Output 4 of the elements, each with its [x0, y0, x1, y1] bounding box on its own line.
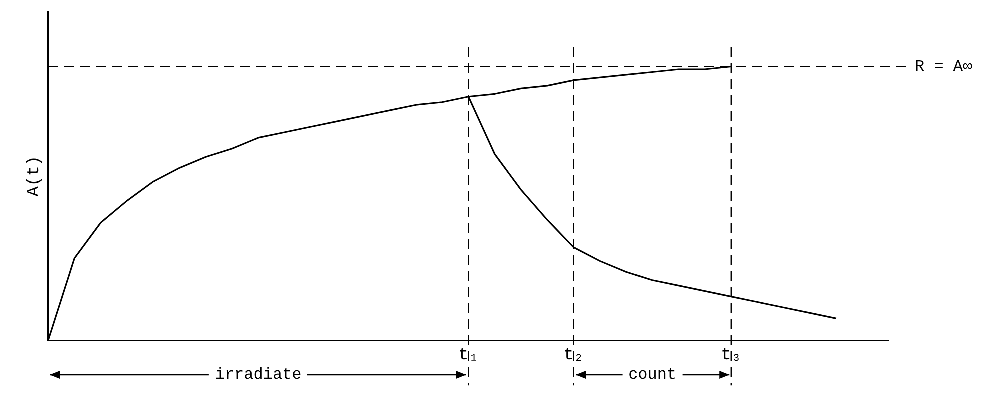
- text: irradiate: [215, 366, 302, 384]
- text: count: [628, 366, 677, 384]
- ref-line-label: R = A∞: [915, 58, 974, 76]
- y-axis-title: A(t): [26, 156, 45, 197]
